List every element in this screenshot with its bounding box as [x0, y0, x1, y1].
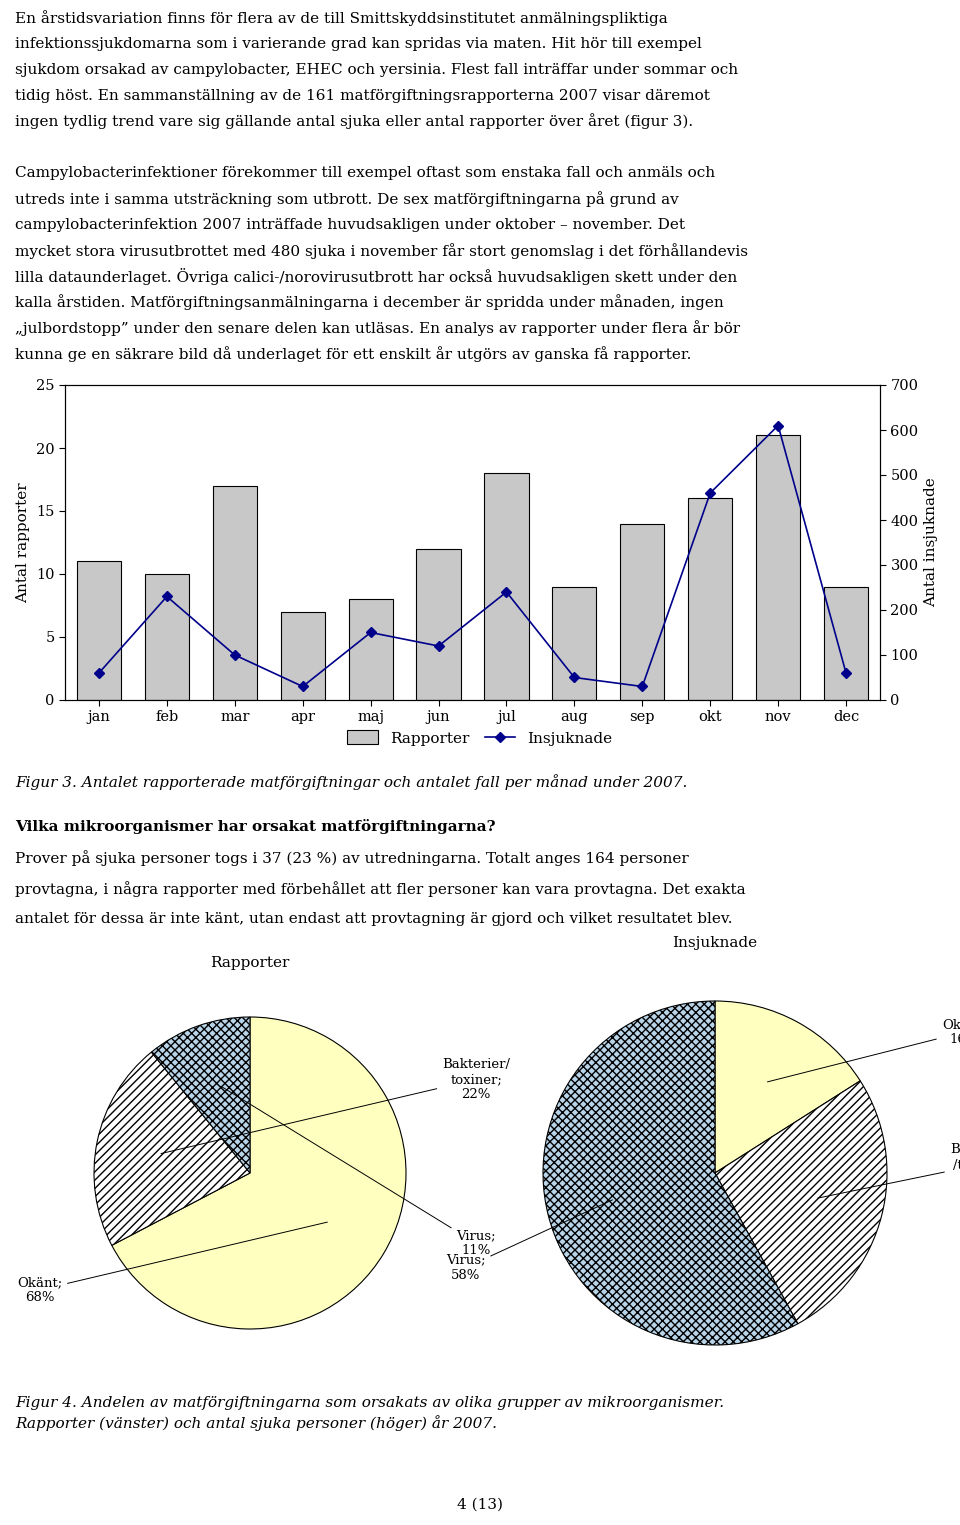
Bar: [552, 587, 596, 700]
Text: ingen tydlig trend vare sig gällande antal sjuka eller antal rapporter över året: ingen tydlig trend vare sig gällande ant…: [15, 113, 693, 130]
Bar: [417, 549, 461, 700]
Bar: [280, 612, 324, 700]
Text: Virus;
11%: Virus; 11%: [221, 1086, 496, 1257]
Wedge shape: [111, 1017, 406, 1328]
Bar: [824, 587, 868, 700]
Text: infektionssjukdomarna som i varierande grad kan spridas via maten. Hit hör till : infektionssjukdomarna som i varierande g…: [15, 37, 702, 50]
Bar: [688, 499, 732, 700]
Bar: [77, 561, 121, 700]
Bar: [348, 599, 393, 700]
Text: Figur 4. Andelen av matförgiftningarna som orsakats av olika grupper av mikroorg: Figur 4. Andelen av matförgiftningarna s…: [15, 1395, 724, 1430]
Text: tidig höst. En sammanställning av de 161 matförgiftningsrapporterna 2007 visar d: tidig höst. En sammanställning av de 161…: [15, 88, 709, 102]
Wedge shape: [543, 1000, 798, 1345]
Text: kalla årstiden. Matförgiftningsanmälningarna i december är spridda under månaden: kalla årstiden. Matförgiftningsanmälning…: [15, 294, 724, 311]
Text: campylobacterinfektion 2007 inträffade huvudsakligen under oktober – november. D: campylobacterinfektion 2007 inträffade h…: [15, 218, 685, 232]
Y-axis label: Antal insjuknade: Antal insjuknade: [924, 477, 938, 607]
Text: Prover på sjuka personer togs i 37 (23 %) av utredningarna. Totalt anges 164 per: Prover på sjuka personer togs i 37 (23 %…: [15, 849, 688, 866]
Text: Vilka mikroorganismer har orsakat matförgiftningarna?: Vilka mikroorganismer har orsakat matför…: [15, 819, 495, 834]
Title: Insjuknade: Insjuknade: [672, 936, 757, 950]
Legend: Rapporter, Insjuknade: Rapporter, Insjuknade: [341, 724, 619, 752]
Wedge shape: [715, 1000, 860, 1173]
Text: utreds inte i samma utsträckning som utbrott. De sex matförgiftningarna på grund: utreds inte i samma utsträckning som utb…: [15, 191, 679, 207]
Bar: [620, 523, 664, 700]
Title: Rapporter: Rapporter: [210, 956, 290, 970]
Bar: [213, 486, 257, 700]
Text: „julbordstopp” under den senare delen kan utläsas. En analys av rapporter under : „julbordstopp” under den senare delen ka…: [15, 320, 740, 336]
Bar: [756, 436, 801, 700]
Text: sjukdom orsakad av campylobacter, EHEC och yersinia. Flest fall inträffar under : sjukdom orsakad av campylobacter, EHEC o…: [15, 63, 738, 76]
Y-axis label: Antal rapporter: Antal rapporter: [16, 482, 31, 602]
Text: mycket stora virusutbrottet med 480 sjuka i november får stort genomslag i det f: mycket stora virusutbrottet med 480 sjuk…: [15, 242, 748, 259]
Text: Bakterier/
toxiner;
22%: Bakterier/ toxiner; 22%: [161, 1058, 510, 1153]
Text: Virus;
58%: Virus; 58%: [445, 1200, 612, 1281]
Text: provtagna, i några rapporter med förbehållet att fler personer kan vara provtagn: provtagna, i några rapporter med förbehå…: [15, 881, 746, 897]
Wedge shape: [94, 1052, 250, 1246]
Text: Campylobacterinfektioner förekommer till exempel oftast som enstaka fall och anm: Campylobacterinfektioner förekommer till…: [15, 166, 715, 180]
Text: antalet för dessa är inte känt, utan endast att provtagning är gjord och vilket : antalet för dessa är inte känt, utan end…: [15, 912, 732, 926]
Text: Okänt;
68%: Okänt; 68%: [16, 1222, 327, 1304]
Text: Bakterier
/toxiner;
26%: Bakterier /toxiner; 26%: [818, 1142, 960, 1199]
Wedge shape: [715, 1081, 887, 1324]
Text: kunna ge en säkrare bild då underlaget för ett enskilt år utgörs av ganska få ra: kunna ge en säkrare bild då underlaget f…: [15, 346, 691, 361]
Bar: [145, 573, 189, 700]
Text: Okänt;
16%: Okänt; 16%: [767, 1019, 960, 1081]
Text: Figur 3. Antalet rapporterade matförgiftningar och antalet fall per månad under : Figur 3. Antalet rapporterade matförgift…: [15, 775, 687, 790]
Text: lilla dataunderlaget. Övriga calici-/norovirusutbrott har också huvudsakligen sk: lilla dataunderlaget. Övriga calici-/nor…: [15, 268, 737, 285]
Bar: [485, 473, 529, 700]
Text: En årstidsvariation finns för flera av de till Smittskyddsinstitutet anmälningsp: En årstidsvariation finns för flera av d…: [15, 11, 668, 26]
Wedge shape: [152, 1017, 250, 1173]
Text: 4 (13): 4 (13): [457, 1498, 503, 1511]
